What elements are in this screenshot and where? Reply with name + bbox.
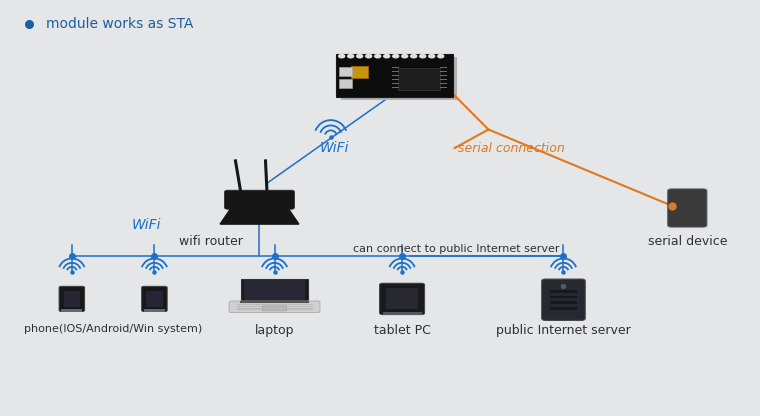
Circle shape: [347, 54, 353, 58]
FancyBboxPatch shape: [351, 66, 368, 78]
Polygon shape: [220, 208, 299, 224]
FancyBboxPatch shape: [339, 79, 352, 88]
FancyBboxPatch shape: [550, 307, 577, 310]
Circle shape: [429, 54, 435, 58]
Circle shape: [356, 54, 363, 58]
FancyBboxPatch shape: [339, 67, 352, 76]
FancyBboxPatch shape: [668, 189, 707, 227]
FancyBboxPatch shape: [382, 312, 422, 315]
Text: tablet PC: tablet PC: [374, 324, 430, 337]
FancyBboxPatch shape: [146, 291, 163, 307]
Circle shape: [366, 54, 372, 58]
FancyBboxPatch shape: [59, 286, 84, 312]
FancyBboxPatch shape: [398, 67, 439, 90]
Text: phone(IOS/Android/Win system): phone(IOS/Android/Win system): [24, 324, 202, 334]
Circle shape: [402, 54, 407, 58]
FancyBboxPatch shape: [550, 290, 577, 293]
FancyBboxPatch shape: [341, 57, 458, 100]
FancyBboxPatch shape: [386, 288, 418, 309]
Text: WiFi: WiFi: [132, 218, 162, 232]
FancyBboxPatch shape: [64, 291, 80, 307]
Text: public Internet server: public Internet server: [496, 324, 631, 337]
Text: WiFi: WiFi: [320, 141, 350, 155]
Text: serial device: serial device: [648, 235, 727, 248]
Text: wifi router: wifi router: [179, 235, 242, 248]
Text: module works as STA: module works as STA: [46, 17, 193, 31]
Text: serial connection: serial connection: [458, 141, 565, 155]
Circle shape: [393, 54, 399, 58]
FancyBboxPatch shape: [241, 279, 309, 302]
FancyBboxPatch shape: [550, 296, 577, 299]
Circle shape: [375, 54, 381, 58]
FancyBboxPatch shape: [225, 190, 294, 209]
Text: can connect to public Internet server: can connect to public Internet server: [353, 244, 560, 254]
Circle shape: [339, 54, 345, 58]
FancyBboxPatch shape: [379, 283, 425, 314]
Circle shape: [438, 54, 444, 58]
FancyBboxPatch shape: [141, 286, 167, 312]
FancyBboxPatch shape: [244, 280, 306, 300]
FancyBboxPatch shape: [229, 301, 320, 312]
Circle shape: [410, 54, 416, 58]
Circle shape: [384, 54, 390, 58]
FancyBboxPatch shape: [337, 54, 453, 97]
FancyBboxPatch shape: [62, 309, 82, 312]
FancyBboxPatch shape: [550, 301, 577, 304]
Circle shape: [420, 54, 426, 58]
FancyBboxPatch shape: [262, 306, 287, 311]
Text: laptop: laptop: [255, 324, 294, 337]
FancyBboxPatch shape: [144, 309, 165, 312]
FancyBboxPatch shape: [542, 279, 585, 320]
